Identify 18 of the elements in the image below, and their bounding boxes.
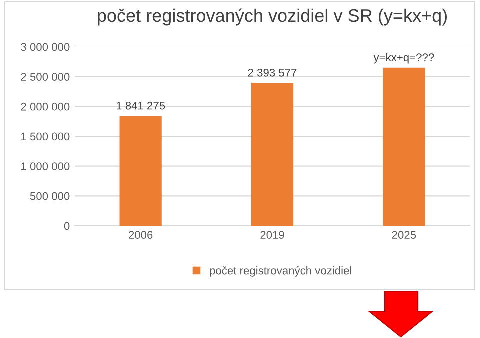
data-label: 2 393 577 [248,68,297,77]
y-tick-label: 3 000 000 [21,43,70,52]
y-tick-label: 1 000 000 [22,162,70,170]
data-label: y=kx+q=??? [374,53,434,64]
y-tick-label: 500 000 [30,192,70,200]
y-tick-label: 0 [64,222,70,230]
bar [383,68,426,226]
y-tick-label: 1 500 000 [22,132,70,141]
y-tick-label: 2 000 000 [21,102,70,111]
chart-title: počet registrovaných vozidiel v SR (y=kx+q) [98,8,447,26]
x-tick-label: 2019 [260,231,284,240]
x-tick-label: 2025 [392,231,416,240]
y-tick-label: 2 500 000 [21,73,70,81]
x-tick-label: 2006 [129,231,153,240]
bar [251,83,294,226]
data-label: 1 841 275 [116,102,166,110]
legend-label: počet registrovaných vozidiel [210,266,352,277]
bar [120,116,162,226]
